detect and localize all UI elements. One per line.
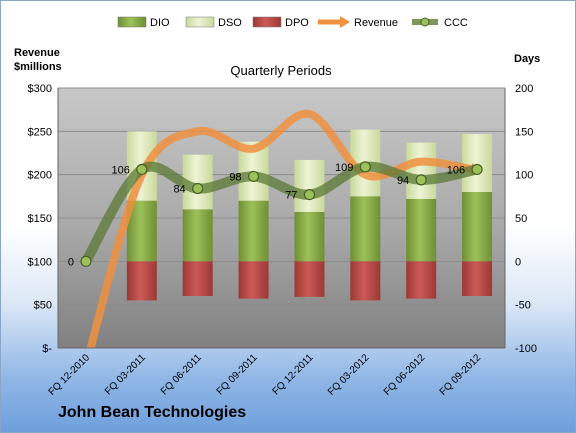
ccc-data-label: 0 bbox=[68, 256, 74, 268]
left-tick-label: $250 bbox=[28, 126, 52, 138]
bar-dpo bbox=[182, 261, 213, 296]
legend-swatch-dot bbox=[420, 17, 430, 27]
legend-label: DSO bbox=[218, 17, 242, 29]
legend-swatch bbox=[252, 16, 282, 28]
ccc-data-label: 77 bbox=[285, 190, 297, 202]
ccc-point bbox=[247, 170, 260, 182]
ccc-data-label: 84 bbox=[173, 184, 185, 196]
legend-label: DPO bbox=[285, 17, 309, 29]
ccc-data-label: 94 bbox=[397, 175, 409, 187]
legend-swatch bbox=[117, 16, 147, 28]
bar-dpo bbox=[294, 261, 325, 297]
ccc-data-label: 106 bbox=[111, 164, 129, 176]
ccc-point bbox=[471, 163, 483, 176]
left-axis-title: Revenue $millions bbox=[14, 47, 62, 73]
left-axis-title-line: Revenue bbox=[14, 47, 60, 59]
ccc-point bbox=[415, 174, 427, 186]
revenue-line bbox=[86, 109, 482, 348]
right-tick-label: -100 bbox=[515, 343, 537, 355]
legend-label: Revenue bbox=[354, 17, 398, 29]
right-tick-label: 100 bbox=[515, 170, 533, 182]
bar-dso bbox=[294, 159, 325, 212]
right-axis-title: Days bbox=[514, 53, 540, 65]
right-tick-label: 0 bbox=[515, 256, 521, 268]
legend-label: CCC bbox=[444, 17, 468, 29]
bar-dpo bbox=[350, 261, 381, 301]
ccc-point bbox=[136, 163, 148, 176]
ccc-point bbox=[359, 161, 371, 173]
bar-dpo bbox=[462, 261, 493, 296]
legend-label: DIO bbox=[150, 17, 170, 29]
x-tick-label: FQ 03-2012 bbox=[326, 352, 372, 398]
bar-dio bbox=[462, 192, 493, 262]
bar-dso bbox=[462, 133, 493, 192]
ccc-point bbox=[80, 255, 92, 267]
legend: DIO DSO DPO Revenue CCC bbox=[117, 16, 468, 29]
left-axis-title-line: $millions bbox=[14, 61, 62, 73]
lines-group: 0 106 84 98 77 109 94 106 bbox=[68, 109, 483, 348]
ccc-point bbox=[192, 182, 204, 195]
right-tick-label: 150 bbox=[515, 126, 533, 138]
bar-dio bbox=[294, 211, 325, 262]
bar-dpo bbox=[126, 261, 157, 301]
x-tick-label: FQ 09-2011 bbox=[215, 352, 260, 397]
ccc-data-label: 98 bbox=[229, 171, 241, 183]
bar-dio bbox=[350, 196, 381, 262]
left-tick-label: $100 bbox=[28, 256, 52, 268]
bar-dpo bbox=[406, 261, 437, 299]
left-tick-label: $200 bbox=[28, 170, 52, 182]
legend-swatch bbox=[185, 16, 215, 28]
left-tick-label: $- bbox=[42, 343, 52, 355]
left-tick-label: $50 bbox=[34, 300, 52, 312]
x-tick-label: FQ 06-2012 bbox=[382, 352, 428, 398]
ccc-point bbox=[303, 189, 316, 201]
bars-group bbox=[126, 129, 493, 301]
x-tick-label: FQ 06-2011 bbox=[159, 352, 204, 397]
right-tick-label: 50 bbox=[515, 213, 527, 225]
right-tick-label: -50 bbox=[515, 300, 531, 312]
x-tick-label: FQ 12-2010 bbox=[47, 352, 93, 398]
bar-dio bbox=[182, 209, 213, 262]
company-name: John Bean Technologies bbox=[58, 404, 247, 421]
x-tick-label: FQ 12-2011 bbox=[271, 352, 316, 397]
x-tick-label: FQ 03-2011 bbox=[103, 352, 148, 397]
legend-swatch-arrow bbox=[340, 16, 350, 28]
chart-title: Quarterly Periods bbox=[230, 63, 332, 78]
left-tick-label: $150 bbox=[28, 213, 52, 225]
ccc-data-label: 106 bbox=[447, 164, 465, 176]
bar-dpo bbox=[238, 261, 269, 299]
left-tick-label: $300 bbox=[28, 83, 52, 95]
x-tick-label: FQ 09-2012 bbox=[438, 352, 484, 398]
right-tick-label: 200 bbox=[515, 83, 533, 95]
bar-dso bbox=[406, 142, 437, 199]
ccc-data-label: 109 bbox=[335, 162, 353, 174]
bar-dio bbox=[238, 200, 269, 262]
bar-dio bbox=[406, 198, 437, 262]
